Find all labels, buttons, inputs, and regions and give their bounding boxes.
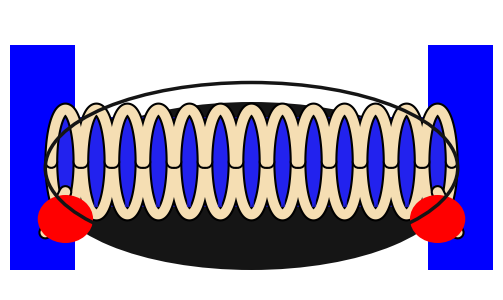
Ellipse shape <box>410 195 465 243</box>
Bar <box>428 45 493 270</box>
Ellipse shape <box>50 102 453 270</box>
Ellipse shape <box>38 195 93 243</box>
Bar <box>10 45 75 270</box>
Bar <box>56 117 447 207</box>
